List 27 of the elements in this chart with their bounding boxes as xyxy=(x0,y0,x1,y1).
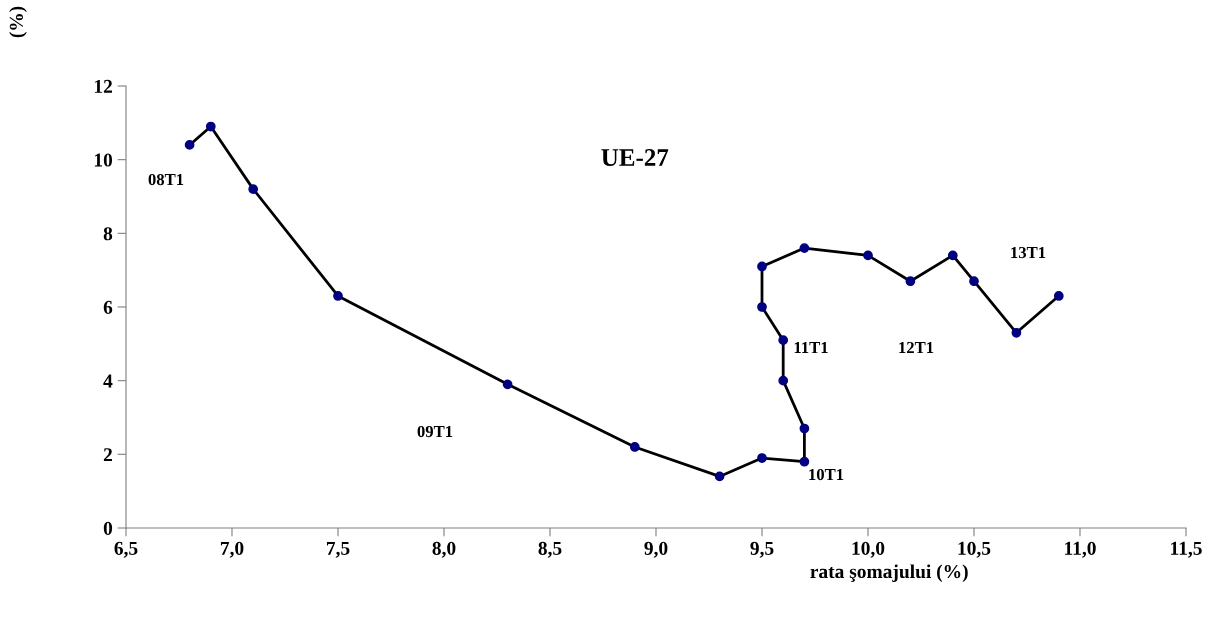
y-tick-label: 8 xyxy=(103,227,113,241)
x-tick-label: 9,0 xyxy=(644,541,668,558)
x-tick-label: 9,5 xyxy=(750,541,774,558)
y-tick-label: 4 xyxy=(103,374,113,388)
y-tick-label: 6 xyxy=(103,300,113,314)
annotation: 09T1 xyxy=(417,425,453,438)
x-tick-label: 8,0 xyxy=(432,541,456,558)
x-tick-label: 8,5 xyxy=(538,541,562,558)
x-axis-title: rata şomajului (%) xyxy=(810,564,968,583)
annotation: 08T1 xyxy=(148,173,184,186)
x-tick-label: 6,5 xyxy=(114,541,138,558)
x-tick-label: 11,0 xyxy=(1065,541,1096,558)
annotation: 13T1 xyxy=(1011,246,1046,259)
y-tick-label: 2 xyxy=(103,448,112,462)
annotation: 11T1 xyxy=(794,342,828,354)
y-tick-label: 0 xyxy=(103,521,113,535)
annotation: 12T1 xyxy=(899,341,934,354)
annotation: 10T1 xyxy=(809,468,844,481)
y-tick-label: 12 xyxy=(94,79,112,93)
x-tick-label: 7,5 xyxy=(326,541,350,558)
x-tick-label: 10,5 xyxy=(958,541,991,558)
x-tick-label: 11,5 xyxy=(1171,541,1202,558)
text: UE-27 xyxy=(601,149,669,166)
y-tick-label: 10 xyxy=(94,153,113,167)
y-axis-title: (%) xyxy=(9,6,27,38)
x-tick-label: 7,0 xyxy=(220,541,244,558)
x-tick-label: 10,0 xyxy=(852,541,885,558)
